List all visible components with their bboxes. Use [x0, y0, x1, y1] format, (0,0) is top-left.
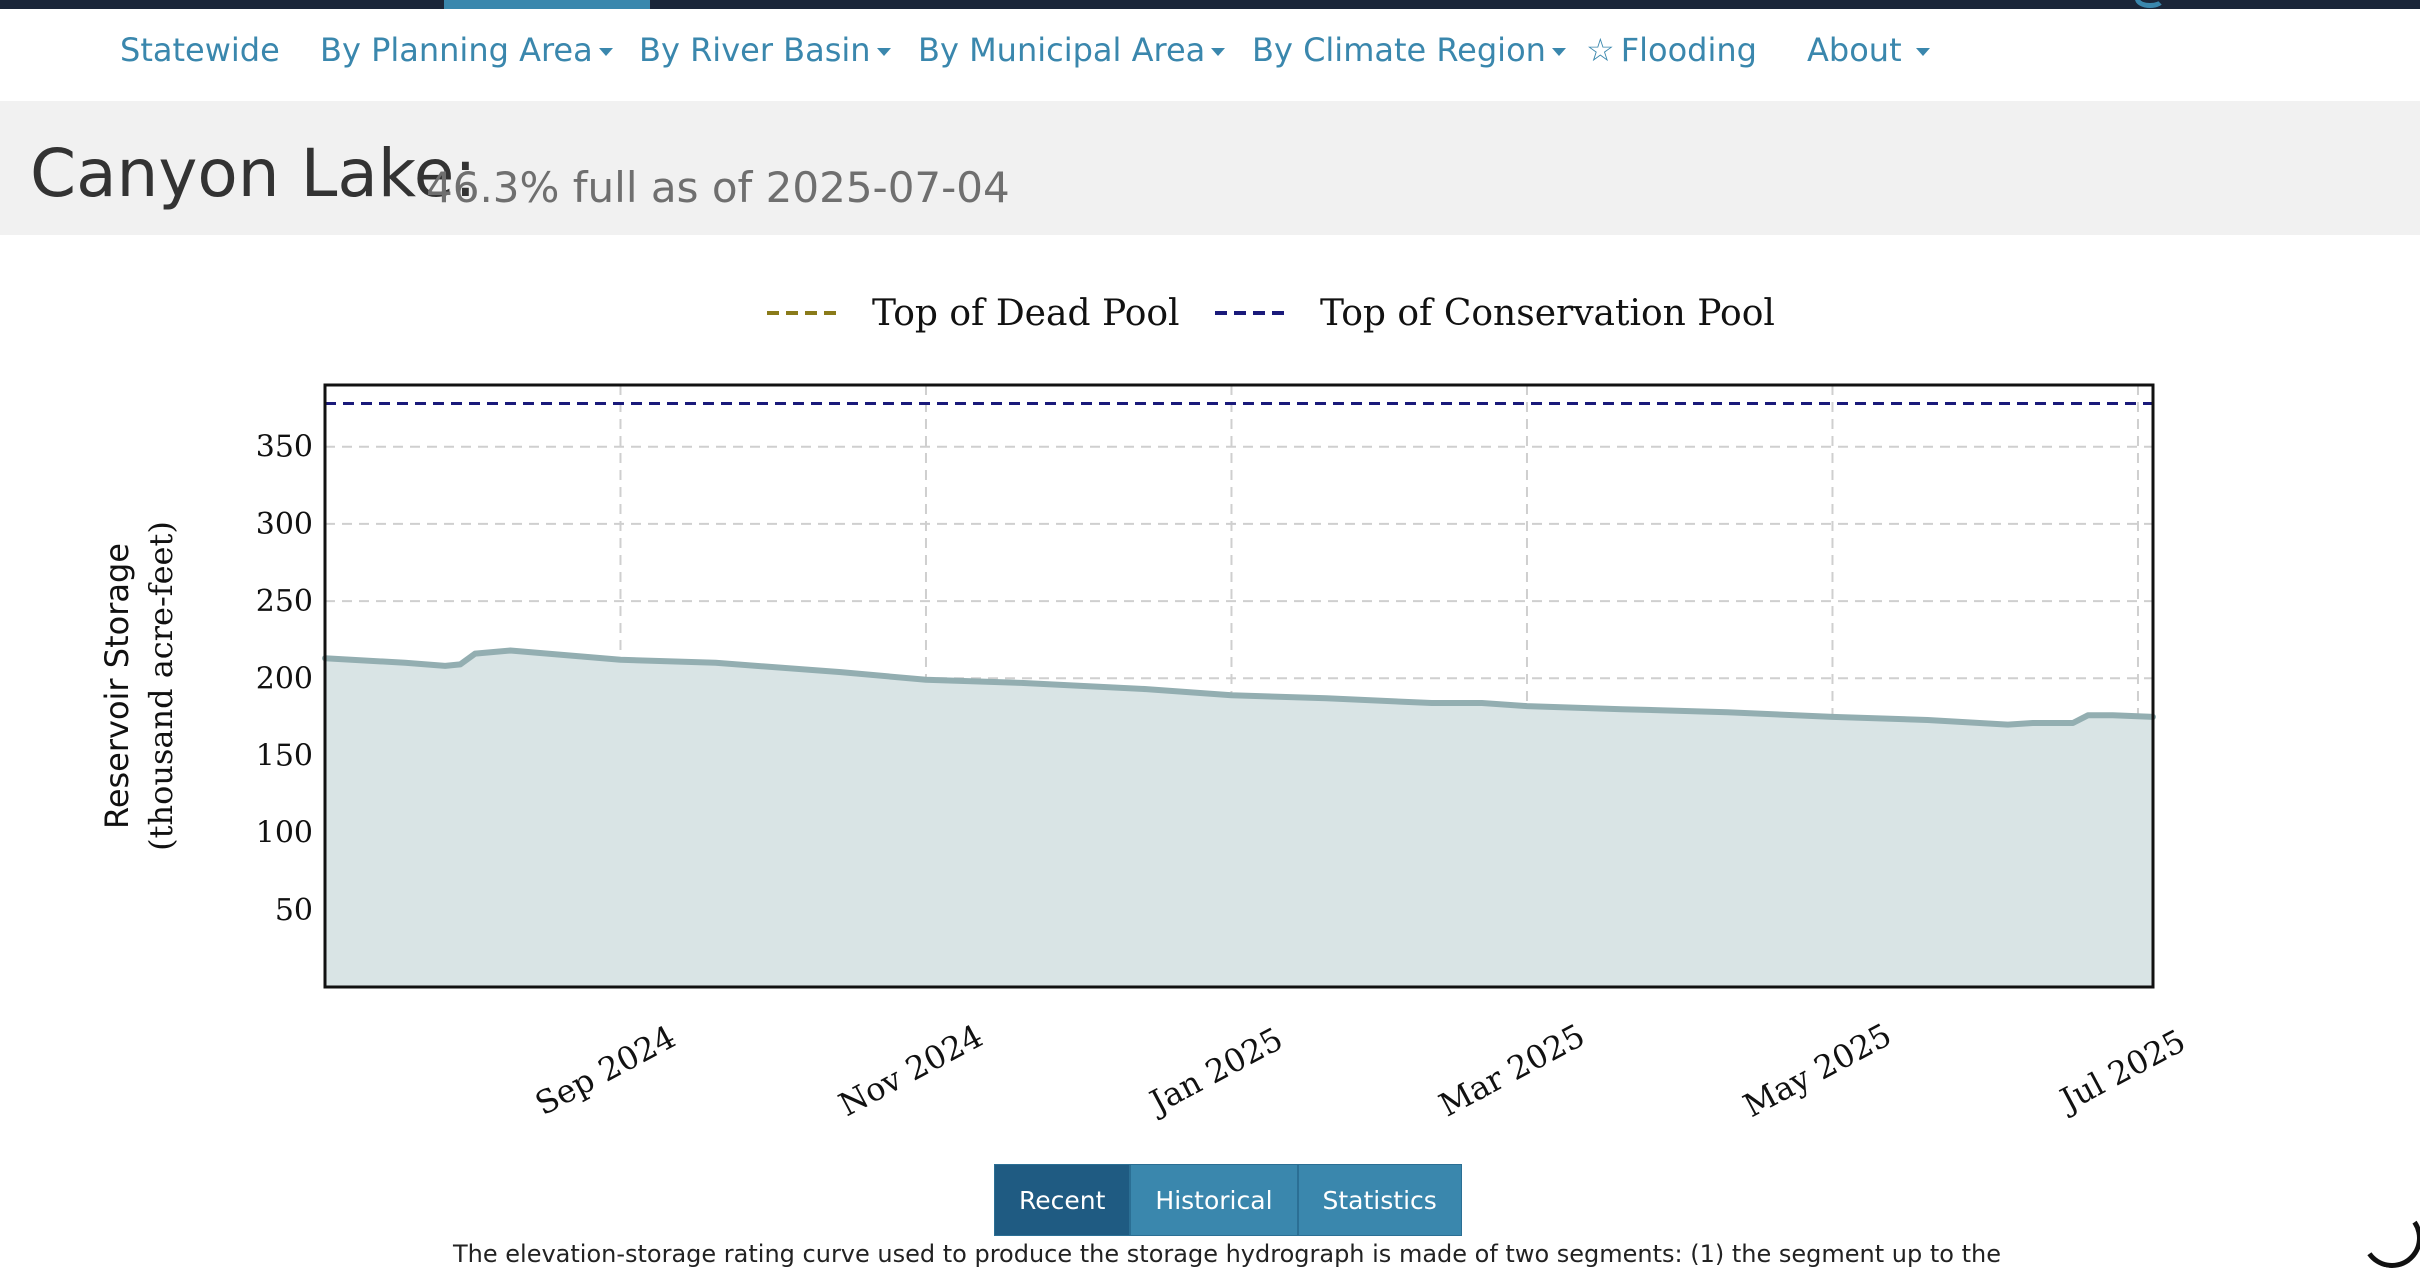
nav-municipal-area-label: By Municipal Area — [918, 31, 1206, 69]
rating-curve-note: The elevation-storage rating curve used … — [453, 1240, 2001, 1268]
y-tick-label: 150 — [256, 738, 313, 773]
y-tick-label: 100 — [256, 816, 313, 851]
main-nav: Statewide By Planning Area By River Basi… — [0, 9, 2420, 101]
caret-down-icon — [1915, 48, 1930, 56]
nav-about-label: About — [1807, 31, 1902, 69]
y-tick-label: 250 — [256, 584, 313, 619]
nav-about[interactable]: About — [1807, 31, 1930, 69]
nav-flooding[interactable]: ☆ Flooding — [1586, 31, 1757, 69]
caret-down-icon — [876, 48, 891, 56]
caret-down-icon — [598, 48, 613, 56]
legend-label: Top of Conservation Pool — [1320, 293, 1775, 334]
storage-area — [325, 650, 2153, 987]
plot-frame — [323, 383, 2155, 989]
page-title: Canyon Lake: — [30, 135, 477, 212]
title-bar: Canyon Lake: 46.3% full as of 2025-07-04 — [0, 101, 2420, 235]
nav-statewide[interactable]: Statewide — [120, 31, 280, 69]
x-tick-label: Nov 2024 — [833, 1017, 989, 1124]
y-tick-label: 50 — [275, 893, 313, 928]
nav-climate-region-label: By Climate Region — [1252, 31, 1546, 69]
y-tick-label: 350 — [256, 430, 313, 465]
star-icon: ☆ — [1586, 31, 1615, 69]
x-tick-label: Jul 2025 — [2052, 1022, 2192, 1120]
recent-button[interactable]: Recent — [994, 1164, 1131, 1236]
nav-river-basin[interactable]: By River Basin — [639, 31, 891, 69]
storage-chart: 50 100 150 200 250 300 350 Sep 2024 Nov 2024 Jan … — [98, 293, 2192, 1125]
x-tick-label: Mar 2025 — [1433, 1016, 1591, 1124]
statistics-button[interactable]: Statistics — [1297, 1164, 1462, 1236]
legend-label: Top of Dead Pool — [872, 293, 1180, 334]
storage-line — [322, 647, 2156, 728]
nav-flooding-label: Flooding — [1620, 31, 1757, 69]
caret-down-icon — [1211, 48, 1226, 56]
x-tick-label: May 2025 — [1737, 1016, 1897, 1125]
loading-spinner-icon — [2357, 1203, 2420, 1273]
nav-statewide-label: Statewide — [120, 31, 280, 69]
nav-planning-area-label: By Planning Area — [320, 31, 593, 69]
nav-river-basin-label: By River Basin — [639, 31, 871, 69]
active-tab-indicator — [444, 0, 650, 9]
y-axis-label: Reservoir Storage — [98, 543, 136, 829]
y-tick-label: 300 — [256, 507, 313, 542]
view-button-group: Recent Historical Statistics — [994, 1164, 1462, 1236]
page-subtitle: 46.3% full as of 2025-07-04 — [426, 163, 1010, 212]
y-axis-unit-label: (thousand acre-feet) — [142, 521, 180, 851]
caret-down-icon — [1551, 48, 1566, 56]
nav-municipal-area[interactable]: By Municipal Area — [918, 31, 1226, 69]
x-tick-label: Jan 2025 — [1141, 1020, 1289, 1123]
top-banner — [0, 0, 2420, 9]
nav-planning-area[interactable]: By Planning Area — [320, 31, 613, 69]
x-tick-label: Sep 2024 — [529, 1018, 682, 1123]
y-tick-label: 200 — [256, 661, 313, 696]
historical-button[interactable]: Historical — [1130, 1164, 1298, 1236]
logo-icon — [2135, 0, 2165, 8]
nav-climate-region[interactable]: By Climate Region — [1252, 31, 1566, 69]
